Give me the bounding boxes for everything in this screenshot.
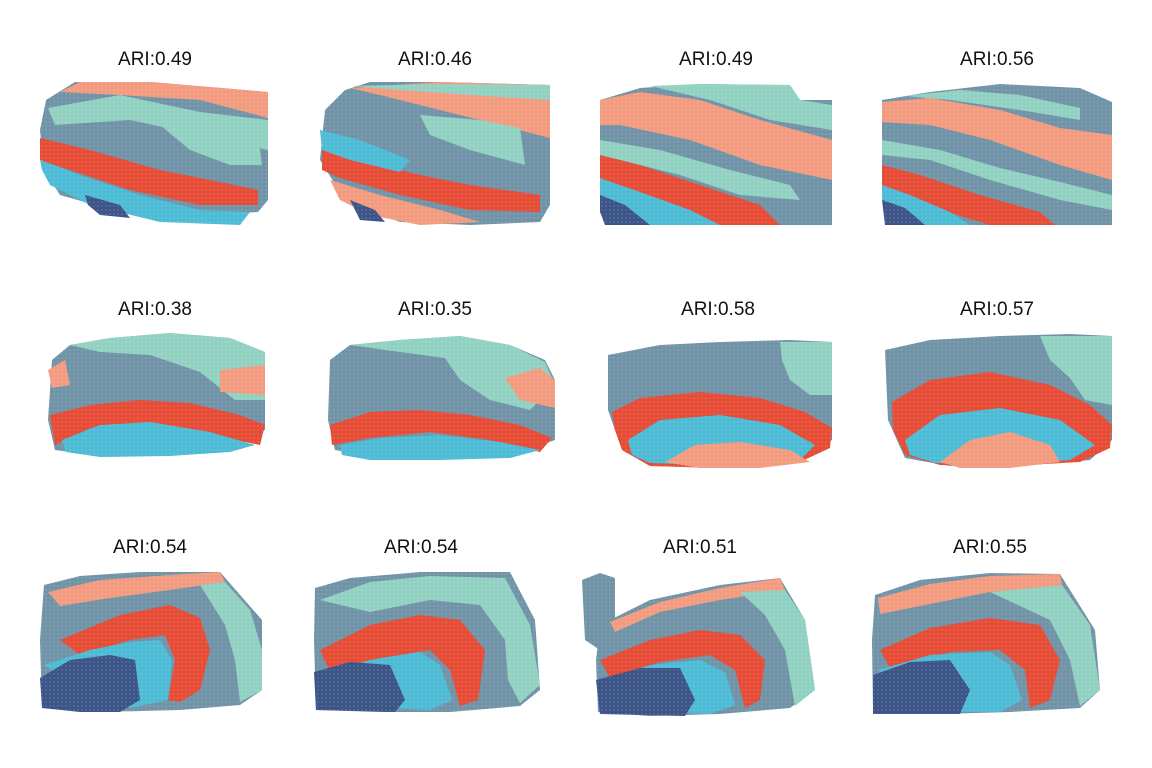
panel-11: ARI:0.51 [580,537,818,718]
panel-9: ARI:0.54 [40,537,264,714]
panel-3-tissue [600,84,832,226]
panel-9-title: ARI:0.54 [113,537,187,558]
panel-4-title: ARI:0.56 [960,49,1034,70]
panel-8-spot-texture [884,332,1114,470]
panel-7-spot-texture [606,338,834,470]
panel-1: ARI:0.49 [40,49,270,228]
panel-10-title: ARI:0.54 [384,537,458,558]
panel-1-tissue [40,80,270,228]
panel-12-spot-texture [870,572,1104,716]
panel-5-tissue [45,332,267,458]
panel-4-tissue [882,84,1114,226]
panel-12-title: ARI:0.55 [953,537,1027,558]
panel-10-spot-texture [312,570,544,714]
panel-1-spot-texture [40,80,270,228]
panel-7-tissue [606,338,834,470]
panel-2-tissue [320,80,552,228]
panel-5-spot-texture [45,332,267,458]
panel-12-tissue [870,572,1104,716]
panel-4-spot-texture [882,84,1114,226]
panel-11-title: ARI:0.51 [663,537,737,558]
panel-11-spot-texture [580,572,818,718]
panel-1-title: ARI:0.49 [118,49,192,70]
panel-8: ARI:0.57 [884,299,1114,470]
panel-3-title: ARI:0.49 [679,49,753,70]
panel-10: ARI:0.54 [312,537,544,714]
panel-6: ARI:0.35 [326,299,558,462]
panel-2-spot-texture [320,80,552,228]
panel-6-tissue [326,334,558,462]
panel-6-spot-texture [326,334,558,462]
panel-3: ARI:0.49 [600,49,832,226]
panel-7-title: ARI:0.58 [681,299,755,320]
panel-4: ARI:0.56 [882,49,1114,226]
panel-5-title: ARI:0.38 [118,299,192,320]
panel-12: ARI:0.55 [870,537,1104,716]
panel-7: ARI:0.58 [606,299,834,470]
panel-8-title: ARI:0.57 [960,299,1034,320]
panel-5: ARI:0.38 [45,299,267,458]
panel-11-tissue [580,572,818,718]
panel-9-tissue [40,570,264,714]
panel-9-spot-texture [40,570,264,714]
panel-2-title: ARI:0.46 [398,49,472,70]
panel-10-tissue [312,570,544,714]
panel-3-spot-texture [600,84,832,226]
panel-6-title: ARI:0.35 [398,299,472,320]
panel-2: ARI:0.46 [320,49,552,228]
panel-8-tissue [884,332,1114,470]
